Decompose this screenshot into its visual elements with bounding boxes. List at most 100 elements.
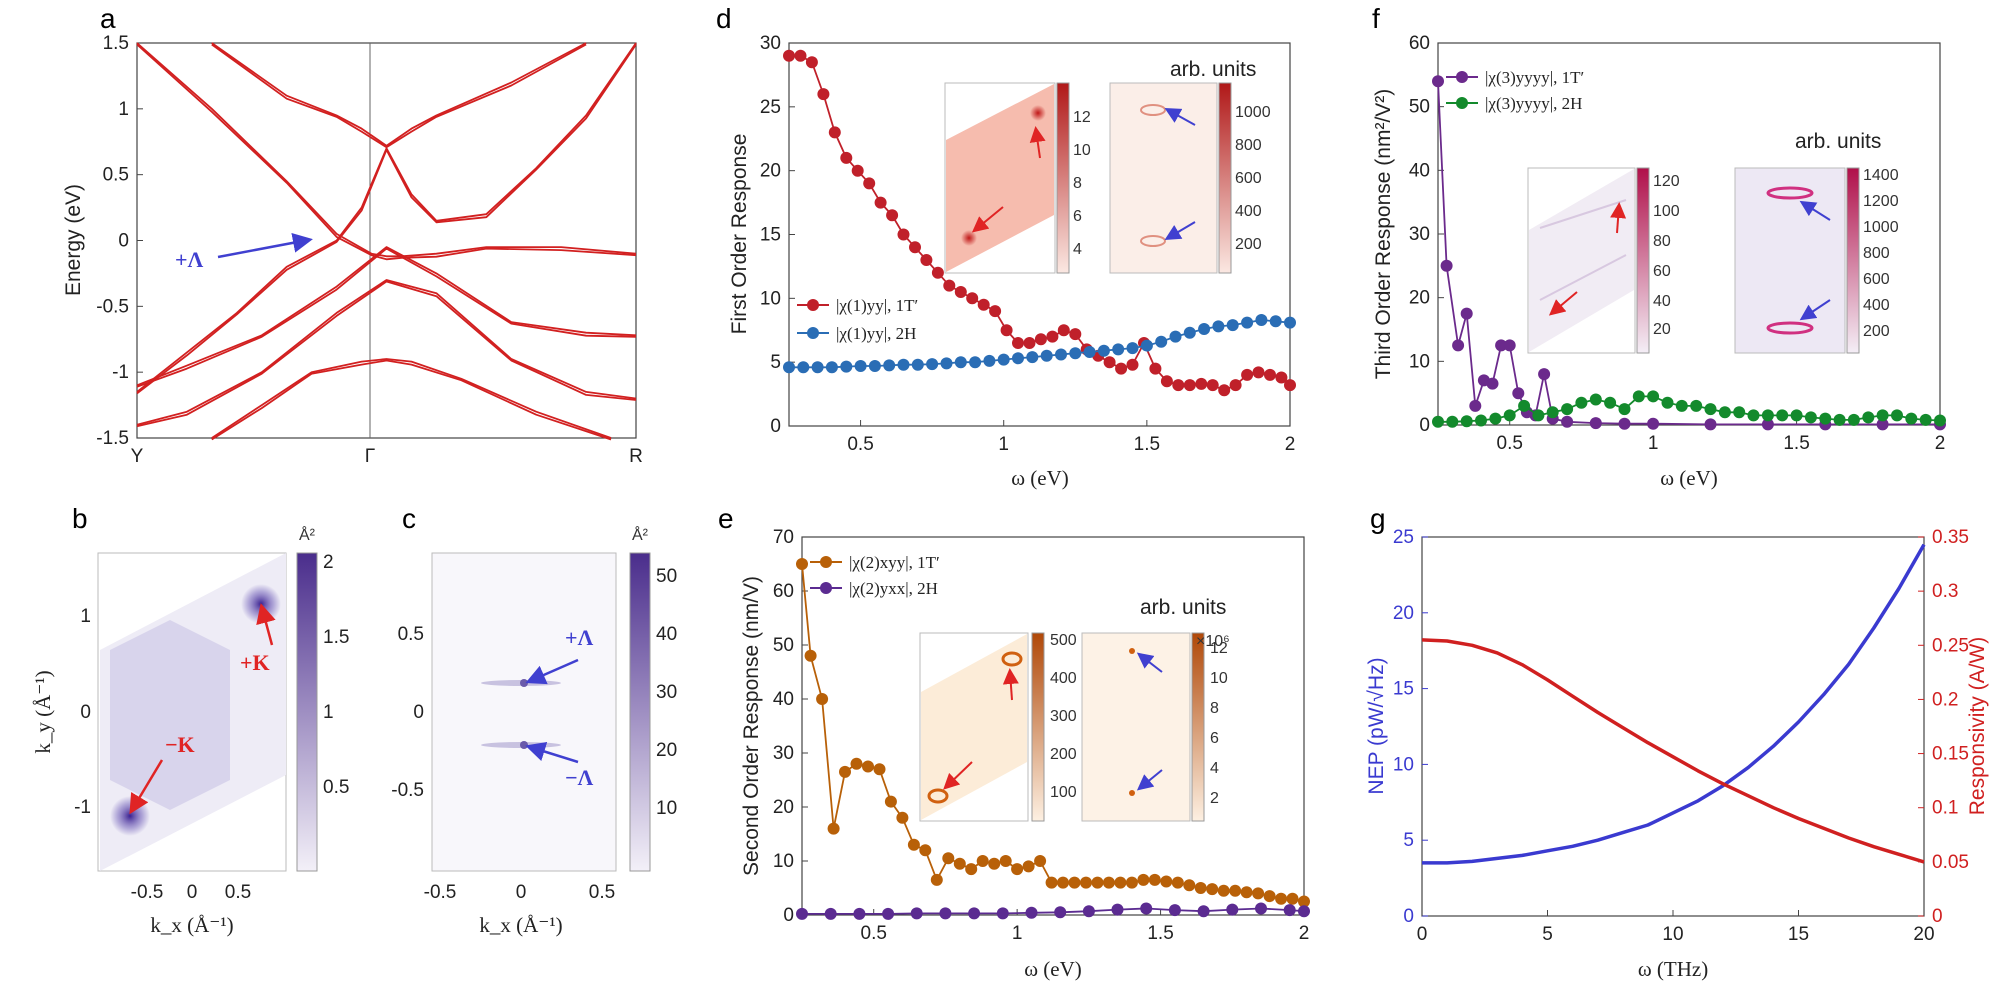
ytick-label: 40 (1409, 160, 1430, 181)
data-point (954, 356, 967, 369)
panel-e-label: e (718, 503, 734, 534)
panel-e-inset1-arrow (943, 761, 973, 790)
data-point (1284, 316, 1296, 329)
data-point (1446, 415, 1459, 428)
panel-f-inset1-tick: 40 (1653, 293, 1671, 310)
ytick-label-right: 0.3 (1932, 581, 1958, 602)
panel-d-inset1-tick: 4 (1073, 241, 1082, 258)
data-point (1546, 406, 1559, 419)
panel-c-cbar-tick: 20 (656, 740, 677, 761)
panel-d-inset2-arrow (1164, 221, 1196, 241)
data-point (873, 763, 886, 776)
xtick-label: 10 (1662, 924, 1683, 945)
data-point (1905, 412, 1918, 425)
panel-d-inset1-arrow (971, 206, 1004, 233)
panel-a-label: a (100, 3, 116, 34)
data-point (977, 298, 990, 311)
data-point (1632, 390, 1645, 403)
series-line (801, 563, 1305, 903)
panel-b-label: b (72, 503, 88, 534)
data-point (825, 361, 838, 374)
data-point (1194, 882, 1207, 894)
data-point (939, 907, 952, 920)
panel-d-inset2-spot (1140, 235, 1166, 247)
legend-marker (1456, 71, 1468, 83)
data-point (1025, 906, 1038, 919)
data-point (966, 292, 979, 305)
xtick-label: 1.5 (1147, 923, 1173, 944)
data-point (1862, 411, 1875, 424)
data-point (983, 354, 996, 367)
ytick-label: 10 (773, 851, 794, 872)
data-point (968, 907, 981, 920)
panel-f-ylabel: Third Order Response (nm²/V²) (1372, 89, 1395, 380)
panel-f-inset-header: arb. units (1795, 130, 1881, 153)
panel-c-cbar-tick: 40 (656, 624, 677, 645)
ytick-label: 1.5 (103, 33, 129, 54)
panel-d-inset2-tick: 1000 (1235, 104, 1271, 121)
data-point (1140, 339, 1153, 352)
panel-e-legend: |χ(2)xyy|, 1T′ |χ(2)yxx|, 2H (810, 553, 940, 598)
data-point (797, 361, 810, 374)
data-point (1252, 887, 1265, 900)
panel-e-inset2-heatmap (1081, 632, 1191, 822)
panel-a-bands (136, 42, 637, 441)
ytick-label: 70 (773, 527, 794, 548)
data-point (1097, 344, 1110, 357)
panel-e-inset2-arrow (1136, 652, 1163, 673)
panel-e-inset2-tick: 6 (1210, 730, 1219, 747)
panel-e-xlabel: ω (eV) (1024, 957, 1082, 981)
panel-d-plot (783, 49, 1296, 397)
legend-entry: |χ(1)yy|, 1T′ (836, 296, 918, 315)
data-point (1226, 903, 1239, 916)
data-point (1034, 333, 1047, 346)
ytick-label: 0 (783, 905, 794, 926)
ytick-label-right: 0.35 (1932, 527, 1969, 548)
panel-e-ylabel: Second Order Response (nm/V) (740, 576, 763, 876)
panel-b-minusK-arrow (129, 759, 164, 815)
band-line (211, 42, 587, 147)
panel-c-ytick: 0 (413, 702, 424, 723)
data-point (1183, 326, 1196, 339)
data-point (1275, 892, 1288, 905)
data-point (1269, 315, 1282, 328)
panel-d-axes: 30 25 20 15 10 5 0 0.5 1 1.5 2 (760, 33, 1295, 455)
data-point (1148, 873, 1161, 886)
data-point (1690, 399, 1703, 412)
series-line-nep (1422, 543, 1926, 865)
ytick-label: 0.5 (103, 165, 129, 186)
panel-b-xtick: 0 (187, 882, 198, 903)
panel-a-frame (136, 42, 637, 439)
ytick-label: 20 (773, 797, 794, 818)
panel-a-xtick-Y: Y (131, 446, 144, 467)
ytick-label: 30 (1409, 224, 1430, 245)
xtick-label: 0.5 (847, 434, 873, 455)
xtick-label: 0.5 (861, 923, 887, 944)
panel-d-inset-header: arb. units (1170, 58, 1256, 81)
data-point (1241, 368, 1254, 381)
data-point (1160, 875, 1173, 888)
panel-e-inset2-arrow (1136, 769, 1163, 791)
xtick-label: 1 (998, 434, 1009, 455)
data-point (1618, 417, 1631, 430)
ytick-label: 10 (760, 288, 781, 309)
data-point (1847, 413, 1860, 426)
panel-f-inset1-tick: 20 (1653, 321, 1671, 338)
panel-e-inset2-tick: 2 (1210, 790, 1219, 807)
panel-f-inset1-colorbar (1636, 167, 1650, 354)
panel-c-plusLambda-label: +Λ (565, 625, 594, 650)
panel-f-inset2-tick: 400 (1863, 297, 1890, 314)
data-point (1218, 384, 1231, 397)
legend-entry: |χ(3)yyyy|, 2H (1485, 94, 1582, 113)
band-line (136, 246, 637, 387)
data-point (805, 56, 818, 69)
panel-c-heatmap (431, 552, 617, 872)
panel-c-colorbar-unit: Å² (632, 525, 649, 544)
panel-f-inset2-heatmap (1734, 167, 1846, 354)
data-point (884, 795, 897, 808)
series-line-responsivity (1421, 638, 1925, 864)
band-line (136, 42, 637, 258)
data-point (1538, 368, 1551, 381)
data-point (926, 358, 939, 371)
